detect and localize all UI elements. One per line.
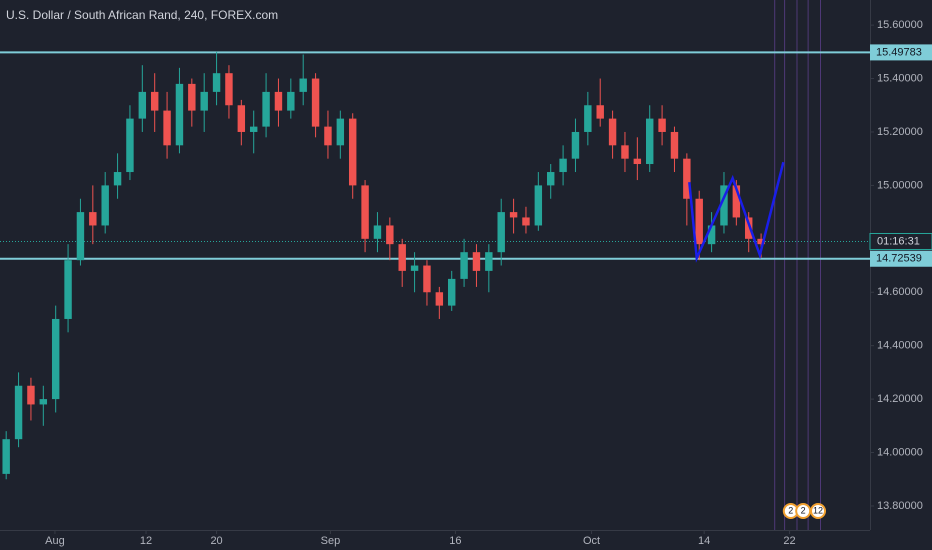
candle-body bbox=[485, 252, 493, 271]
chart-title: U.S. Dollar / South African Rand, 240, F… bbox=[6, 8, 278, 22]
y-tick-label: 15.20000 bbox=[877, 126, 923, 138]
candle-body bbox=[274, 91, 283, 111]
y-tick-label: 14.60000 bbox=[877, 286, 923, 298]
candle-body bbox=[633, 158, 642, 165]
candle-body bbox=[76, 212, 85, 261]
event-badge bbox=[810, 503, 827, 519]
level-label-box bbox=[870, 250, 932, 267]
current-price-label: 01:16:31 bbox=[877, 235, 920, 247]
event-label: 12 bbox=[813, 505, 823, 515]
candle-body bbox=[311, 78, 320, 127]
candle-body bbox=[126, 118, 134, 173]
x-tick-label: 12 bbox=[140, 535, 152, 547]
candle-body bbox=[2, 439, 10, 474]
candle-body bbox=[608, 118, 617, 146]
candle-body bbox=[27, 385, 35, 405]
y-tick-label: 15.00000 bbox=[877, 179, 923, 191]
candle-body bbox=[559, 158, 567, 173]
y-tick-label: 15.60000 bbox=[877, 19, 923, 31]
x-tick-label: Aug bbox=[45, 535, 65, 547]
candle-body bbox=[212, 73, 221, 92]
candle-body bbox=[534, 185, 543, 226]
x-tick-label: Sep bbox=[321, 535, 341, 547]
candle-body bbox=[39, 399, 48, 405]
candle-body bbox=[64, 260, 72, 319]
candle-body bbox=[695, 198, 703, 245]
x-tick-label: 20 bbox=[210, 535, 222, 547]
y-tick-label: 14.00000 bbox=[877, 446, 923, 458]
candle-body bbox=[324, 126, 332, 146]
candle-body bbox=[596, 105, 604, 119]
level-label: 14.72539 bbox=[876, 253, 922, 265]
candle-body bbox=[101, 185, 109, 226]
candle-body bbox=[287, 91, 295, 111]
candle-body bbox=[621, 145, 629, 159]
candle-body bbox=[336, 118, 345, 146]
level-label-box bbox=[870, 44, 932, 61]
candle-body bbox=[225, 73, 233, 106]
event-label: 2 bbox=[788, 505, 793, 515]
drawing-line bbox=[688, 161, 785, 263]
candle-body bbox=[14, 385, 23, 440]
candle-body bbox=[163, 110, 171, 146]
candle-body bbox=[522, 217, 530, 226]
y-tick-label: 13.80000 bbox=[877, 500, 923, 512]
candle-body bbox=[398, 244, 406, 271]
candle-body bbox=[262, 91, 270, 127]
candle-body bbox=[138, 91, 147, 119]
candle-body bbox=[435, 292, 444, 306]
candle-body bbox=[249, 126, 258, 132]
candle-body bbox=[720, 185, 728, 226]
candle-body bbox=[497, 212, 505, 253]
candle-body bbox=[546, 172, 555, 186]
candle-body bbox=[113, 172, 122, 186]
candle-body bbox=[51, 318, 60, 400]
candle-body bbox=[361, 185, 369, 239]
candle-body bbox=[658, 118, 666, 132]
candle-body bbox=[745, 217, 753, 239]
candle-body bbox=[472, 252, 481, 271]
candle-body bbox=[348, 118, 357, 186]
candle-body bbox=[299, 78, 307, 92]
current-price-box bbox=[869, 232, 932, 250]
candle-body bbox=[571, 131, 580, 159]
candle-body bbox=[757, 238, 765, 245]
candle-body bbox=[707, 225, 716, 245]
level-label: 15.49783 bbox=[876, 46, 922, 58]
x-tick-label: Oct bbox=[583, 535, 600, 547]
candle-body bbox=[175, 83, 184, 146]
candle-body bbox=[732, 185, 741, 218]
y-tick-label: 14.20000 bbox=[877, 393, 923, 405]
x-tick-label: 16 bbox=[449, 535, 461, 547]
x-tick-label: 22 bbox=[783, 535, 795, 547]
candle-body bbox=[89, 212, 97, 226]
candle-body bbox=[237, 105, 246, 132]
candle-body bbox=[188, 83, 196, 111]
candle-body bbox=[410, 265, 419, 271]
candle-body bbox=[460, 252, 468, 279]
candle-body bbox=[373, 225, 382, 239]
x-tick-label: 14 bbox=[698, 535, 710, 547]
y-tick-label: 14.40000 bbox=[877, 340, 923, 352]
candle-body bbox=[150, 91, 159, 111]
candle-body bbox=[646, 118, 654, 165]
candle-body bbox=[683, 158, 691, 199]
event-label: 2 bbox=[801, 505, 806, 515]
candle-body bbox=[386, 225, 394, 245]
y-tick-label: 15.40000 bbox=[877, 72, 923, 84]
candle-body bbox=[200, 91, 208, 111]
candle-body bbox=[670, 131, 679, 159]
candle-body bbox=[423, 265, 431, 293]
candle-body bbox=[509, 212, 518, 218]
candle-body bbox=[584, 105, 592, 132]
candle-body bbox=[447, 278, 456, 306]
